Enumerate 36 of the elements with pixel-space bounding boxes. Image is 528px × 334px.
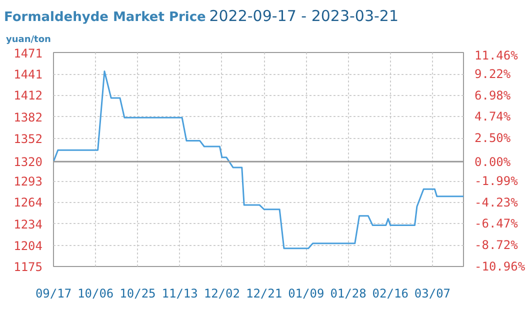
y-tick-label: 1471 [14, 46, 43, 60]
y2-tick-label: 2.50% [474, 131, 512, 146]
y2-tick-label: -6.47% [474, 216, 519, 231]
y-tick-label: 1204 [14, 239, 43, 254]
y-tick-label: 1412 [14, 88, 43, 103]
y2-tick-label: 6.98% [474, 88, 512, 102]
y-tick-label: 1352 [14, 132, 43, 146]
x-tick-label: 12/02 [204, 286, 240, 300]
x-tick-label: 01/09 [288, 286, 324, 300]
x-tick-label: 10/06 [78, 286, 114, 300]
x-tick-label: 09/17 [35, 286, 72, 300]
chart-title: Formaldehyde Market Price [4, 10, 206, 25]
y-tick-label: 1293 [14, 174, 43, 189]
chart-subtitle: 2022-09-17 - 2023-03-21 [209, 7, 399, 25]
x-tick-label: 12/21 [246, 286, 282, 300]
y2-tick-label: 9.22% [474, 66, 512, 81]
y-tick-label: 1320 [14, 155, 43, 170]
y2-tick-label: -8.72% [474, 238, 519, 252]
x-tick-label: 10/25 [120, 286, 156, 300]
y-tick-label: 1175 [14, 260, 43, 274]
y2-tick-label: -1.99% [474, 174, 519, 188]
x-tick-label: 02/16 [372, 286, 408, 300]
y2-tick-label: -10.96% [474, 260, 526, 274]
y-tick-label: 1382 [14, 110, 43, 124]
y2-tick-label: 11.46% [474, 48, 519, 62]
x-tick-label: 01/28 [330, 286, 366, 300]
y-tick-label: 1441 [14, 68, 43, 82]
x-tick-label: 11/13 [162, 286, 198, 300]
x-tick-label: 03/07 [414, 286, 451, 300]
line-series [54, 70, 464, 250]
y-tick-label: 1234 [14, 217, 43, 232]
y2-tick-label: 0.00% [474, 154, 512, 169]
y-axis-title: yuan/ton [6, 35, 51, 45]
y2-tick-label: 4.74% [474, 110, 512, 124]
y-tick-label: 1264 [14, 196, 43, 210]
y2-tick-label: -4.23% [474, 195, 519, 210]
